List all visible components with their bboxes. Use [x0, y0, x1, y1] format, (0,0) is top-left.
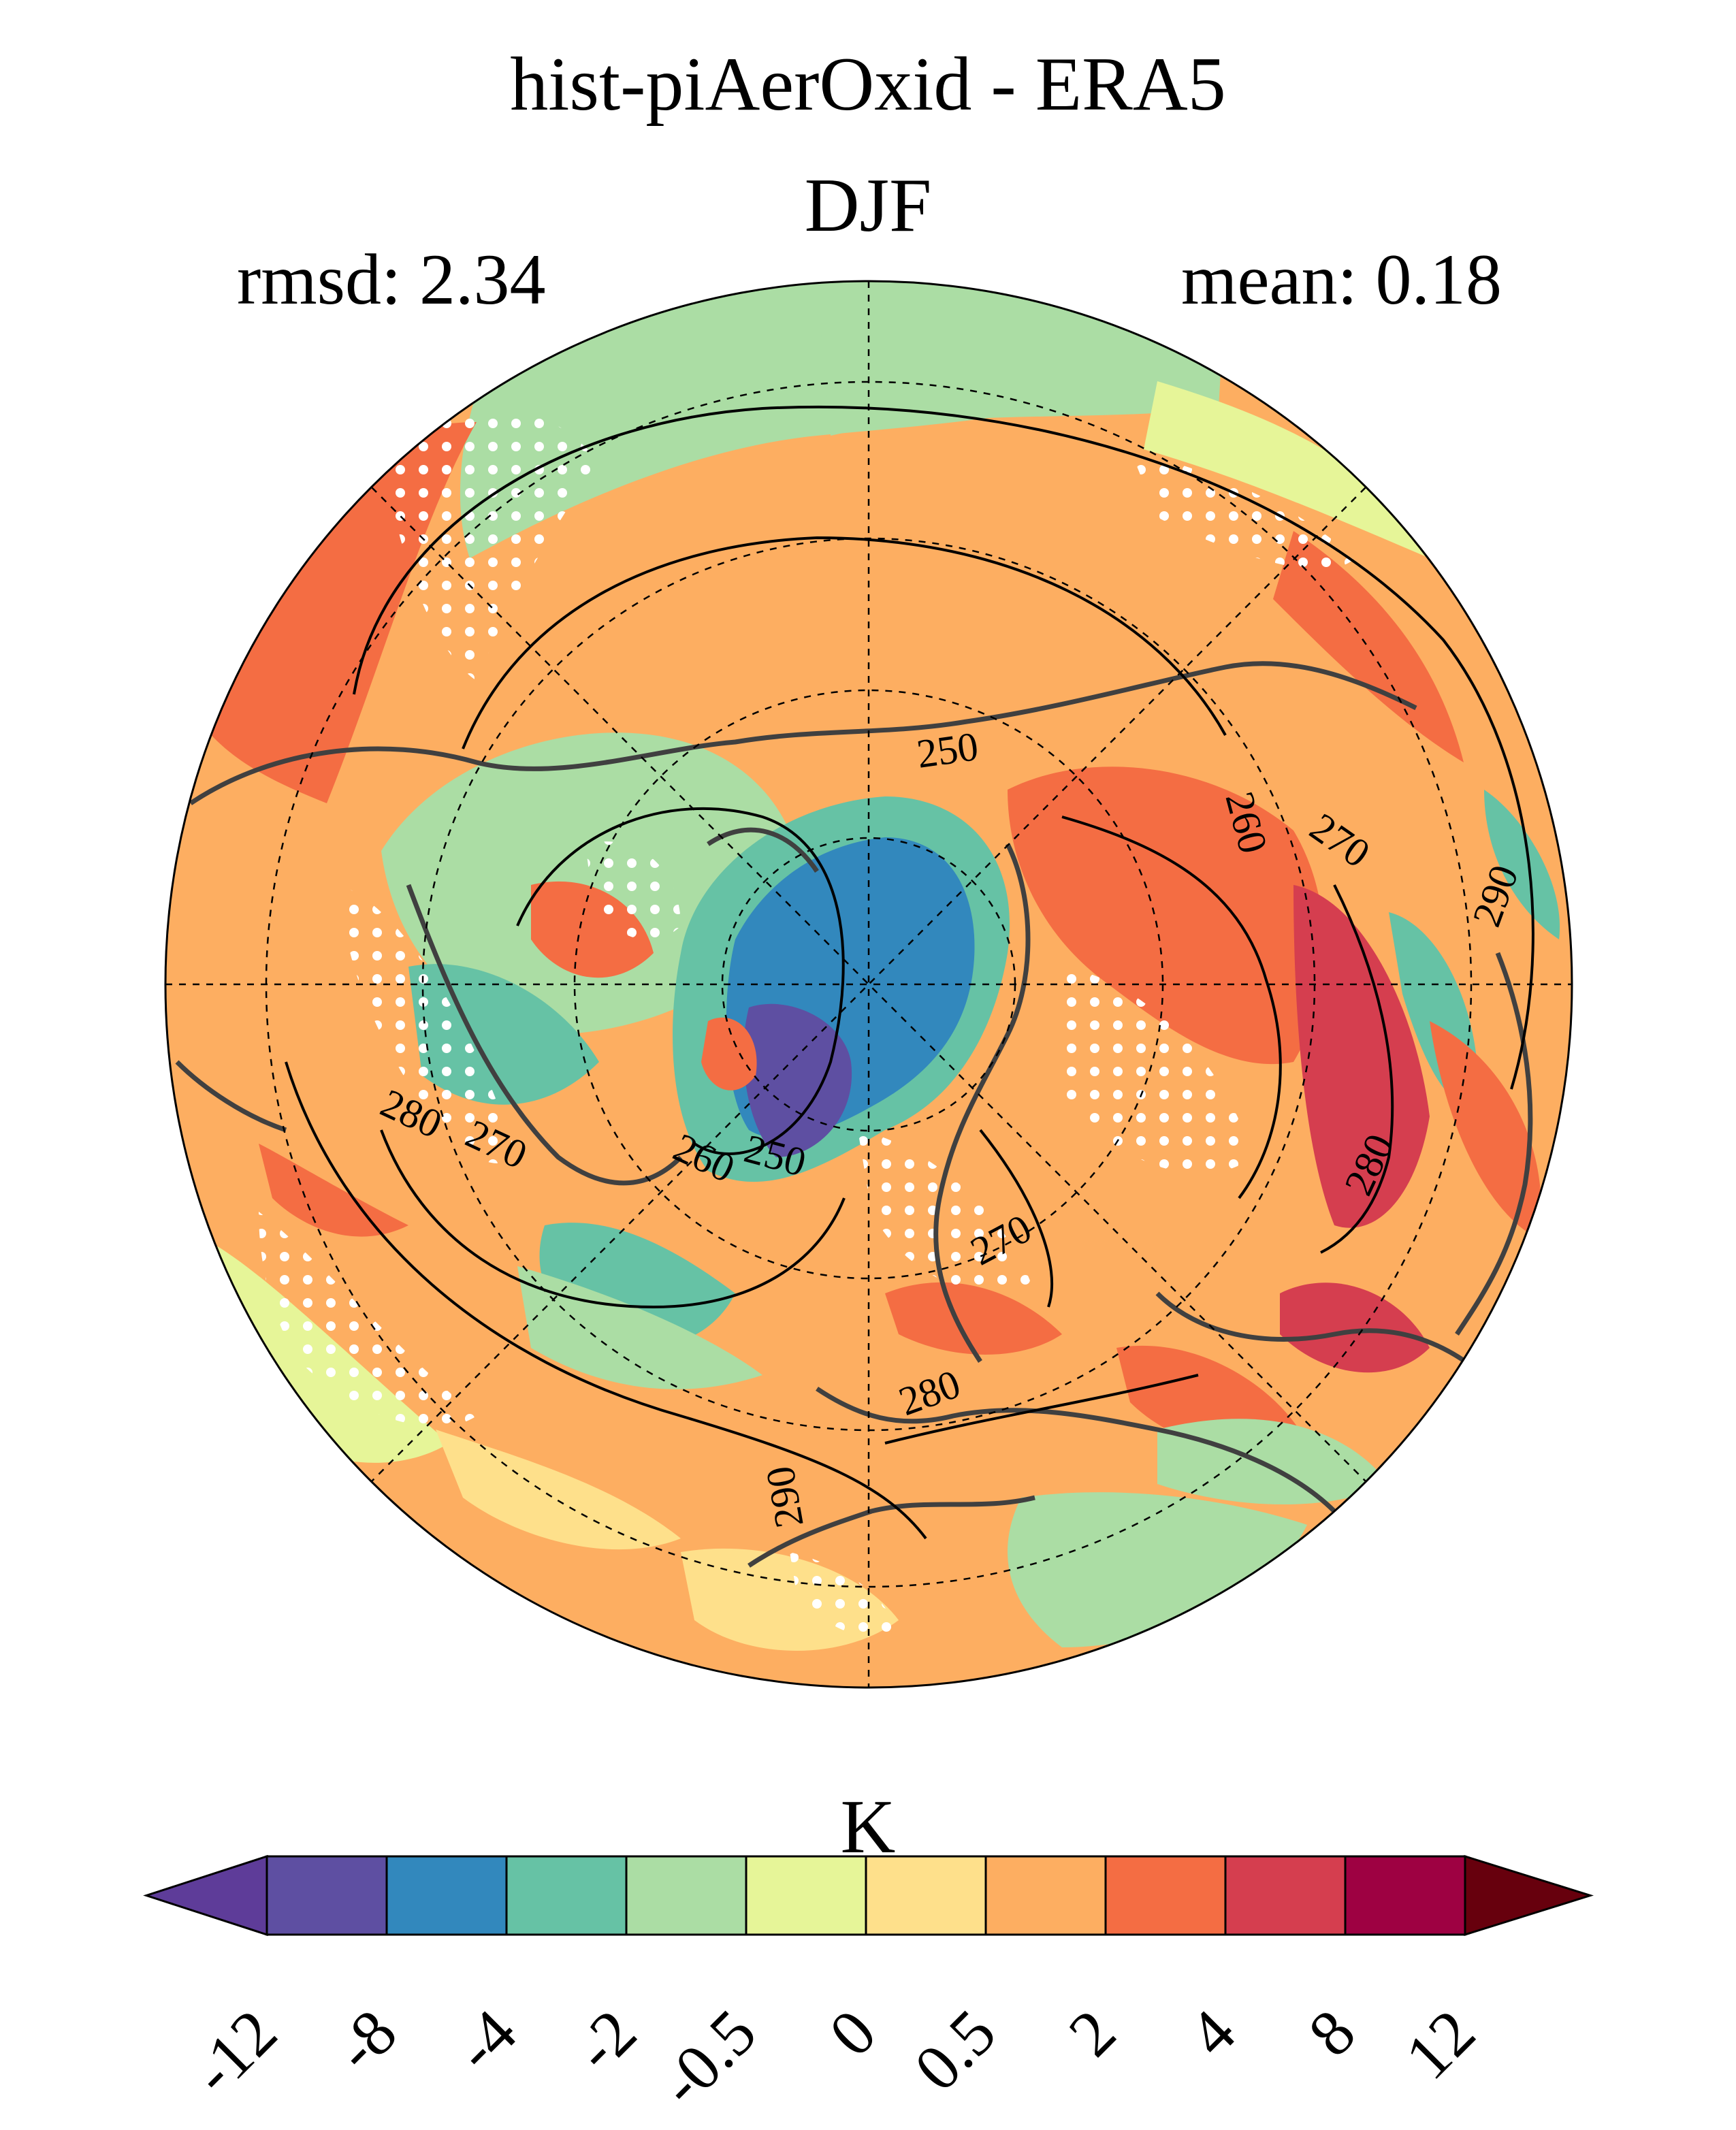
- colorbar-tick-label: 12: [1391, 1995, 1489, 2093]
- colorbar-box: [625, 1855, 748, 1936]
- rmsd-stat: rmsd: 2.34: [237, 240, 546, 319]
- season-label: DJF: [804, 163, 932, 248]
- colorbar-box: [984, 1855, 1107, 1936]
- coastlines: [175, 661, 1533, 1568]
- colorbar-box: [745, 1855, 867, 1936]
- colorbar-tick-label: 0.5: [900, 1995, 1010, 2105]
- colorbar-tick-label: -4: [440, 1995, 530, 2085]
- colorbar-tick-label: 4: [1174, 1995, 1249, 2070]
- map-boundary: [164, 280, 1573, 1689]
- contour-label: 290: [757, 1463, 812, 1531]
- colorbar-box: [385, 1855, 508, 1936]
- colorbar-tick-label: 8: [1294, 1995, 1369, 2070]
- colorbar-tick-label: -2: [560, 1995, 650, 2085]
- contour-label: 250: [914, 724, 981, 777]
- figure-title: hist-piAerOxid - ERA5: [510, 42, 1226, 127]
- colorbar-box: [505, 1855, 628, 1936]
- graticule: [165, 281, 1572, 1688]
- colorbar-box: [1224, 1855, 1347, 1936]
- colorbar-box: [1344, 1855, 1466, 1936]
- colorbar-extend-high: [1464, 1854, 1594, 1937]
- colorbar-boxes: [143, 1854, 1594, 1937]
- colorbar-tick-label: -0.5: [645, 1995, 770, 2120]
- colorbar-box: [865, 1855, 987, 1936]
- colorbar-extend-low: [143, 1854, 268, 1937]
- colorbar-units: K: [840, 1785, 896, 1869]
- colorbar-box: [266, 1855, 388, 1936]
- colorbar-tick-labels: -12 -8 -4 -2-0.5 0 0.5 2 4 8 12: [178, 1995, 1489, 2120]
- contour-lines: [285, 405, 1534, 1540]
- colorbar-tick-label: -12: [178, 1995, 291, 2108]
- siberia-region: [1008, 767, 1324, 1065]
- mean-stat: mean: 0.18: [1181, 240, 1502, 319]
- colorbar-tick-label: -8: [321, 1995, 411, 2085]
- colorbar-tick-label: 0: [815, 1995, 890, 2070]
- map-field: [165, 281, 1572, 1688]
- colorbar-box: [1104, 1855, 1227, 1936]
- colorbar-tick-label: 2: [1055, 1995, 1129, 2070]
